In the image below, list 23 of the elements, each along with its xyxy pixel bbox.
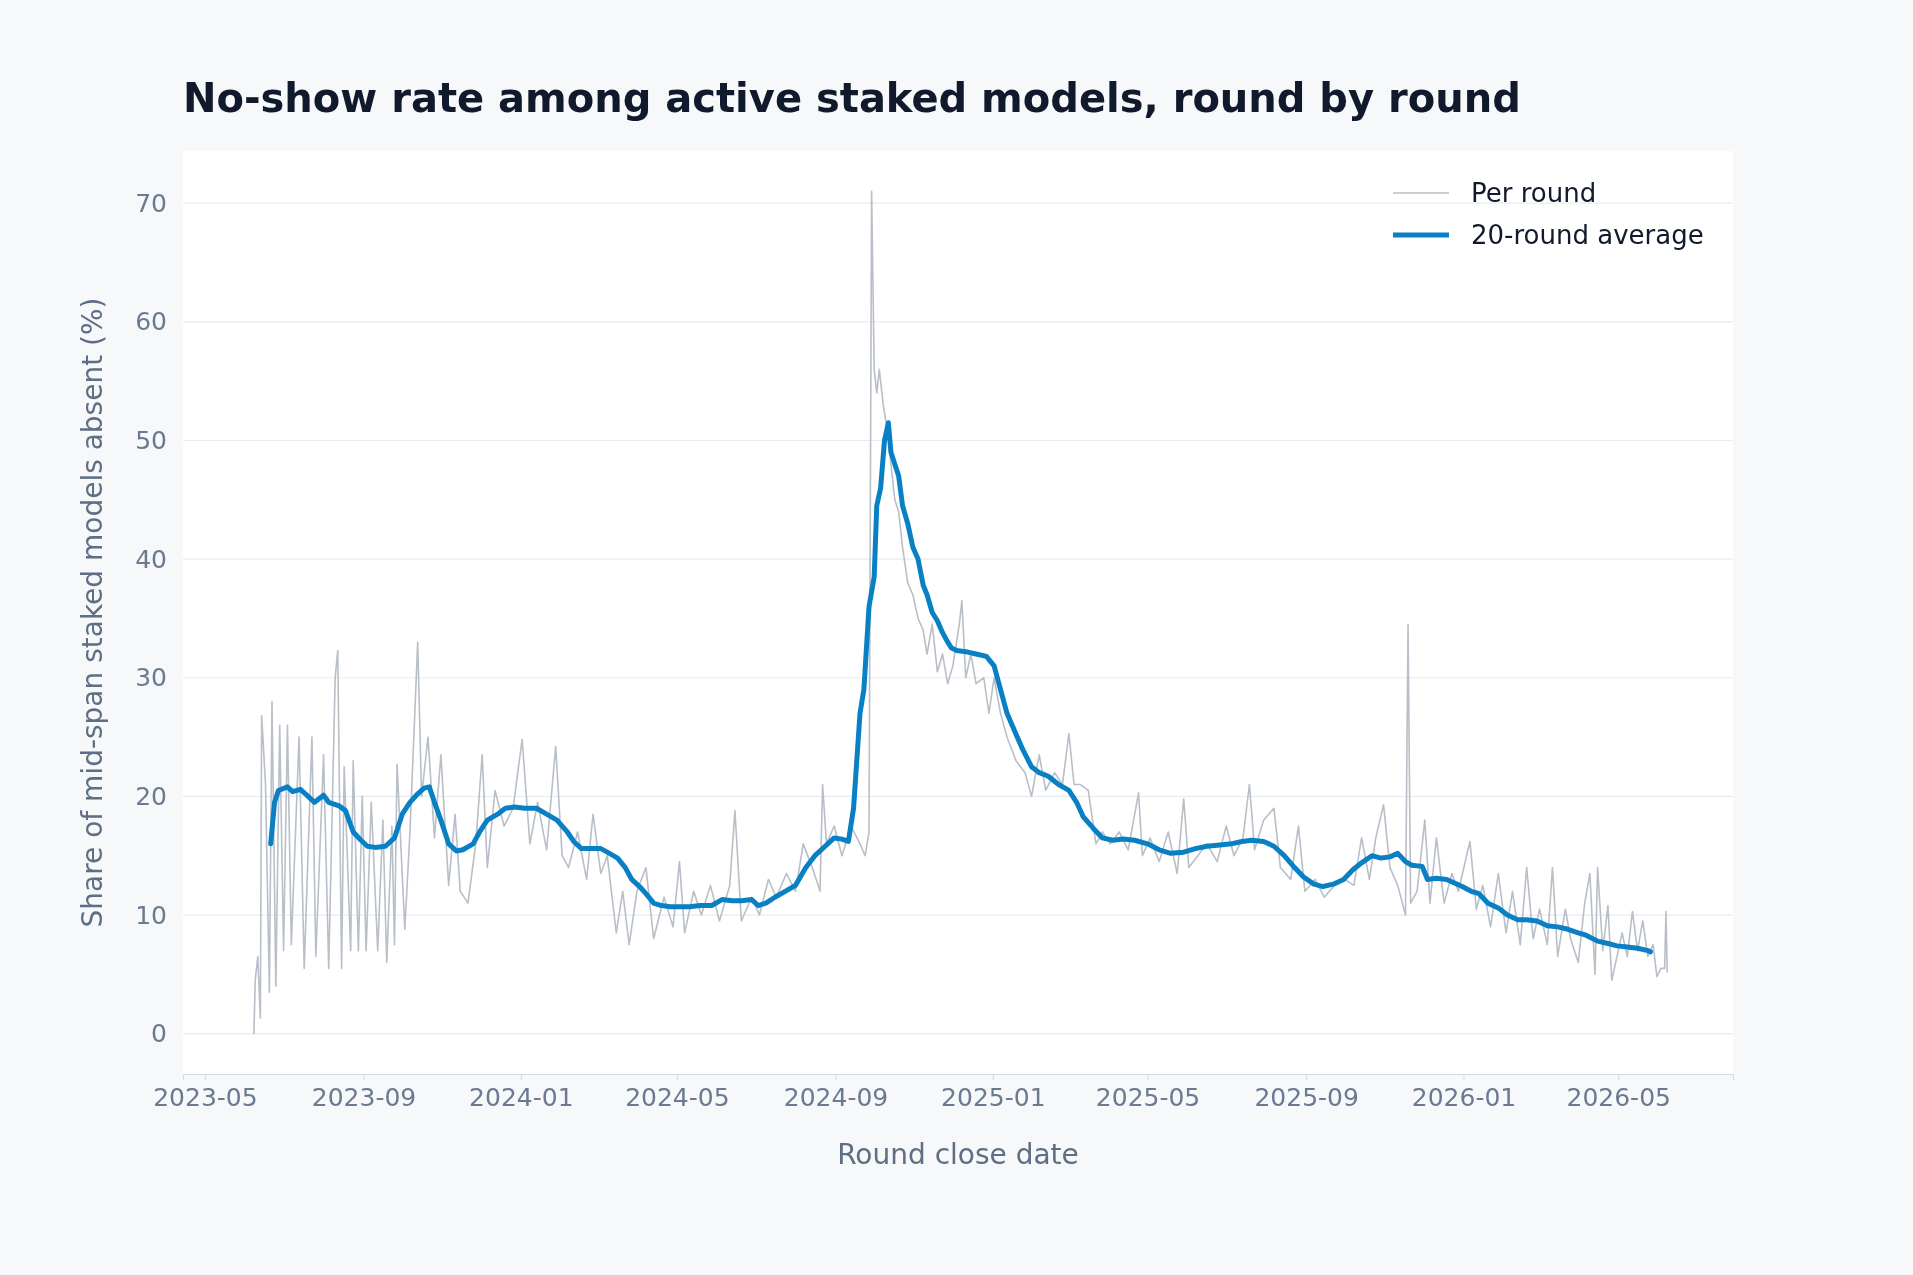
x-tick-label: 2025-05	[1095, 1082, 1201, 1112]
x-axis-title: Round close date	[837, 1138, 1079, 1171]
y-axis-title: Share of mid-span staked models absent (%)	[76, 297, 109, 928]
x-tick-label: 2023-05	[153, 1082, 258, 1112]
x-tick-label: 2024-01	[469, 1082, 574, 1112]
x-tick-label: 2026-01	[1411, 1082, 1517, 1112]
chart-title: No-show rate among active staked models, round by round	[183, 75, 1521, 121]
y-tick-label: 10	[135, 900, 167, 930]
x-tick-label: 2026-05	[1566, 1082, 1671, 1112]
legend-label: Per round	[1471, 178, 1597, 208]
x-tick-label: 2023-09	[311, 1082, 417, 1112]
x-tick-label: 2024-05	[625, 1082, 730, 1112]
y-tick-label: 60	[135, 307, 167, 337]
y-tick-label: 40	[135, 544, 167, 574]
y-tick-label: 0	[151, 1019, 167, 1049]
y-tick-label: 30	[135, 663, 167, 693]
y-tick-label: 20	[135, 781, 167, 811]
x-tick-label: 2024-09	[783, 1082, 889, 1112]
x-tick-label: 2025-09	[1254, 1082, 1359, 1112]
y-tick-label: 50	[135, 425, 167, 455]
legend-label: 20-round average	[1471, 220, 1704, 250]
x-tick-label: 2025-01	[941, 1082, 1046, 1112]
y-tick-label: 70	[135, 188, 167, 218]
